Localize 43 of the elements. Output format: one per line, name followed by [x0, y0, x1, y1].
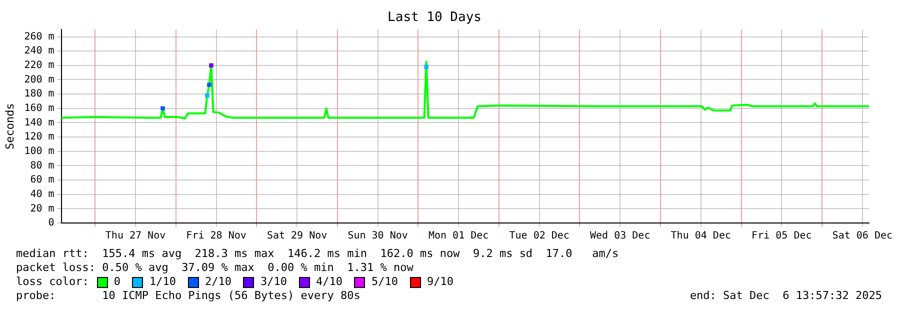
point [160, 106, 165, 111]
chart-title: Last 10 Days [388, 10, 482, 26]
text: median rtt: 155.4 ms avg 218.3 ms max 146.2 ms min 162.0 ms now 9.2 ms sd 17.0 am/s [16, 247, 620, 261]
y-tick-label: 220 m [24, 60, 54, 72]
y-tick-label: 160 m [24, 102, 54, 114]
x-tick-label: Thu 27 Nov [105, 230, 166, 242]
y-tick-label: 260 m [24, 31, 54, 42]
y-tick-label: 140 m [24, 117, 54, 128]
y-tick-label: 60 m [30, 174, 54, 186]
x-tick-label: Fri 28 Nov [186, 230, 246, 242]
text: packet loss: 0.50 % avg 37.09 % max 0.00 % min 1.31 % now [16, 261, 414, 275]
y-tick-label: 80 m [30, 160, 54, 172]
x-tick-label: Sat 06 Dec [832, 230, 893, 242]
y-tick-label: 20 m [30, 203, 54, 214]
legend-label: 3/10 [260, 275, 287, 289]
x-tick-label: Sat 29 Nov [266, 230, 328, 242]
point [424, 64, 428, 69]
y-tick-label: 100 m [24, 146, 54, 157]
y-axis-title: Seconds [3, 103, 16, 150]
point [209, 63, 214, 68]
text: end: Sat Dec 6 13:57:32 2025 [690, 289, 882, 303]
legend-label: 1/10 [149, 275, 176, 289]
y-tick-label: 240 m [24, 46, 54, 57]
point [205, 93, 210, 98]
x-tick-label: Tue 02 Dec [509, 230, 570, 242]
y-tick-label: 0 [48, 218, 54, 229]
x-tick-label: Sun 30 Nov [348, 230, 408, 242]
x-tick-label: Thu 04 Dec [670, 230, 732, 242]
x-tick-label: Fri 05 Dec [752, 230, 812, 242]
y-tick-label: 120 m [24, 132, 54, 143]
legend-label: 9/10 [426, 275, 454, 289]
legend-label: 2/10 [204, 275, 232, 289]
text: probe: 10 ICMP Echo Pings (56 Bytes) every 80s [16, 289, 360, 303]
legend-title: loss color: [16, 275, 89, 289]
y-tick-label: 200 m [24, 74, 54, 86]
y-tick-label: 180 m [24, 88, 54, 100]
legend-label: 0 [114, 275, 120, 289]
x-tick-label: Wed 03 Dec [590, 230, 650, 242]
legend-label: 4/10 [316, 275, 342, 289]
y-tick-label: 40 m [30, 188, 54, 200]
legend-label: 5/10 [371, 275, 398, 289]
point [207, 82, 212, 87]
x-tick-label: Mon 01 Dec [428, 230, 489, 242]
